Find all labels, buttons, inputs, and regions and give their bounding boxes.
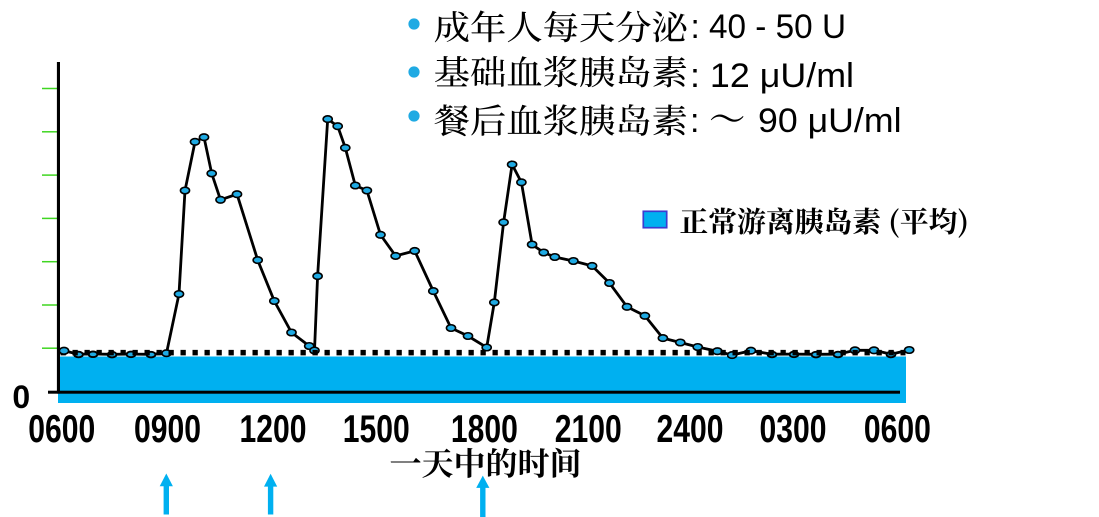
svg-text:0900: 0900: [134, 408, 201, 451]
svg-text:: 12 μU/ml: : 12 μU/ml: [690, 57, 854, 95]
svg-text:0300: 0300: [760, 408, 827, 451]
svg-text:1800: 1800: [451, 408, 518, 451]
svg-text:0: 0: [12, 379, 30, 415]
svg-text::: :: [690, 102, 699, 140]
svg-text:: 40 - 50 U: : 40 - 50 U: [691, 8, 847, 46]
svg-text:2100: 2100: [555, 408, 622, 451]
svg-text:1200: 1200: [240, 408, 307, 451]
svg-text:2400: 2400: [657, 408, 724, 451]
svg-text:1500: 1500: [343, 408, 410, 451]
svg-text:90 μU/ml: 90 μU/ml: [758, 102, 902, 140]
svg-text:0600: 0600: [28, 408, 95, 451]
svg-text:0600: 0600: [864, 408, 931, 451]
